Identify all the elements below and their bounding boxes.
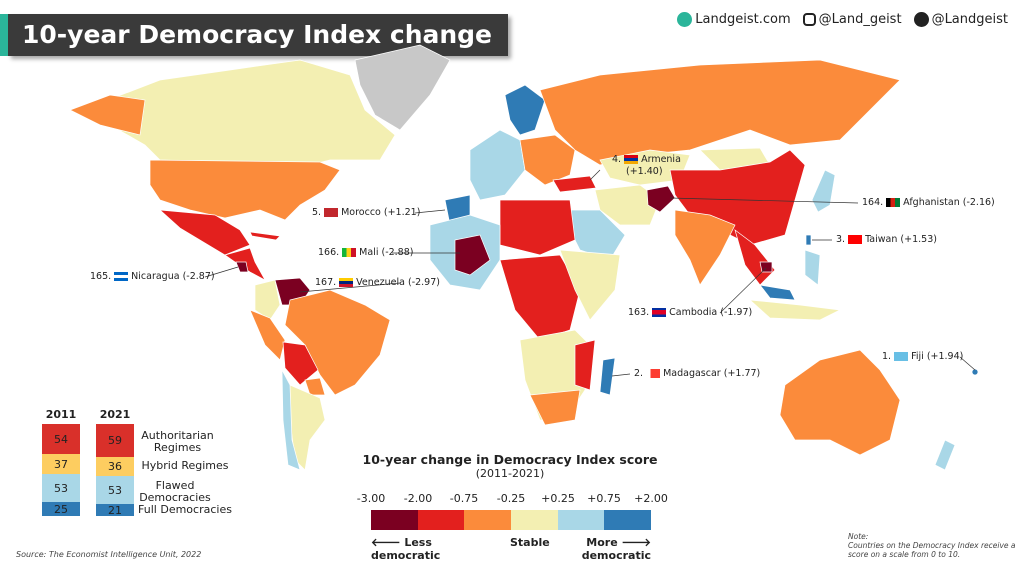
usa <box>149 159 341 221</box>
stable-label: Stable <box>510 536 550 549</box>
morocco-flag <box>324 208 339 217</box>
mozambique <box>574 339 596 391</box>
madagascar-flag <box>646 369 661 378</box>
legend-title: 10-year change in Democracy Index score <box>362 452 658 467</box>
mali-flag <box>342 248 357 257</box>
cambodia-flag <box>652 308 667 317</box>
callout-venezuela: 167. Venezuela (-2.97) <box>315 277 440 288</box>
bin-5 <box>557 510 605 530</box>
bin-6 <box>604 510 652 530</box>
madagascar <box>599 357 616 396</box>
venezuela-flag <box>339 278 354 287</box>
label-flawed: Flawed Democracies <box>139 479 211 504</box>
greenland <box>354 44 451 131</box>
social-links: Landgeist.com @Land_geist @Landgeist <box>677 12 1008 27</box>
east-africa <box>559 249 621 321</box>
callout-afghanistan: 164. Afghanistan (-2.16) <box>862 197 995 208</box>
label-full: Full Democracies <box>138 503 232 516</box>
twitter-icon <box>913 12 929 27</box>
philippines <box>804 249 821 286</box>
mali <box>454 234 491 276</box>
brazil <box>284 289 391 396</box>
alaska <box>69 94 146 136</box>
bin-3 <box>464 510 512 530</box>
label-authoritarian: Authoritarian Regimes <box>141 429 214 454</box>
india <box>674 209 736 286</box>
instagram-link[interactable]: @Land_geist <box>802 12 902 27</box>
legend-subtitle: (2011-2021) <box>475 467 545 480</box>
callout-mali: 166. Mali (-2.88) <box>318 247 414 258</box>
cambodia <box>759 261 773 273</box>
afghanistan <box>646 185 676 213</box>
color-legend: 10-year change in Democracy Index score … <box>356 452 668 562</box>
bolivia <box>282 341 319 386</box>
callout-madagascar: 2. Madagascar (+1.77) <box>634 368 761 379</box>
page-title: 10-year Democracy Index change <box>0 14 509 56</box>
south-africa <box>529 389 581 426</box>
website-link[interactable]: Landgeist.com <box>677 12 791 27</box>
fiji <box>971 368 979 376</box>
afghanistan-flag <box>886 198 901 207</box>
malaysia <box>759 284 796 301</box>
callout-nicaragua: 165. Nicaragua (-2.87) <box>90 271 215 282</box>
peru-ecuador <box>249 309 286 361</box>
legend-scale <box>371 510 652 530</box>
saudi-arabia <box>559 209 626 261</box>
more-democratic-label: More 🡒 democratic <box>581 536 651 562</box>
bin-1 <box>371 510 418 530</box>
mexico <box>158 209 251 256</box>
instagram-icon <box>802 13 816 26</box>
paraguay <box>304 377 326 396</box>
indonesia <box>748 299 842 321</box>
bin-4 <box>511 510 558 530</box>
nicaragua <box>235 261 249 273</box>
note: Note: Countries on the Democracy Index re… <box>848 532 1016 559</box>
callout-armenia: 4. Armenia (+1.40) <box>612 154 681 177</box>
nicaragua-flag <box>114 272 129 281</box>
chile <box>281 369 301 471</box>
cuba <box>249 231 281 241</box>
scandinavia <box>504 84 546 136</box>
armenia-flag <box>624 155 639 164</box>
taiwan <box>805 234 812 246</box>
fiji-flag <box>894 352 909 361</box>
callout-lines <box>204 169 976 377</box>
globe-icon <box>677 12 693 27</box>
twitter-link[interactable]: @Landgeist <box>913 12 1008 27</box>
canada <box>94 59 396 166</box>
north-africa <box>499 199 576 256</box>
callout-taiwan: 3. Taiwan (+1.53) <box>836 234 937 245</box>
callout-morocco: 5. Morocco (+1.21) <box>312 207 421 218</box>
australia <box>779 349 901 456</box>
colombia <box>254 279 281 321</box>
central-africa <box>499 254 581 341</box>
callout-cambodia: 163. Cambodia (-1.97) <box>628 307 753 318</box>
column-2011: 2011 54 37 53 25 <box>42 408 80 516</box>
russia <box>539 59 901 166</box>
europe-east <box>519 134 576 186</box>
less-democratic-label: 🡐 Less democratic <box>371 536 441 562</box>
turkey <box>552 175 597 193</box>
label-hybrid: Hybrid Regimes <box>141 459 229 472</box>
source-text: Source: The Economist Intelligence Unit,… <box>16 550 202 559</box>
column-2021: 2021 59 36 53 21 <box>96 408 134 517</box>
new-zealand <box>934 439 956 471</box>
taiwan-flag <box>848 235 863 244</box>
japan <box>811 169 836 213</box>
europe-west <box>469 129 526 201</box>
callout-fiji: 1. Fiji (+1.94) <box>882 351 964 362</box>
bin-2 <box>417 510 465 530</box>
